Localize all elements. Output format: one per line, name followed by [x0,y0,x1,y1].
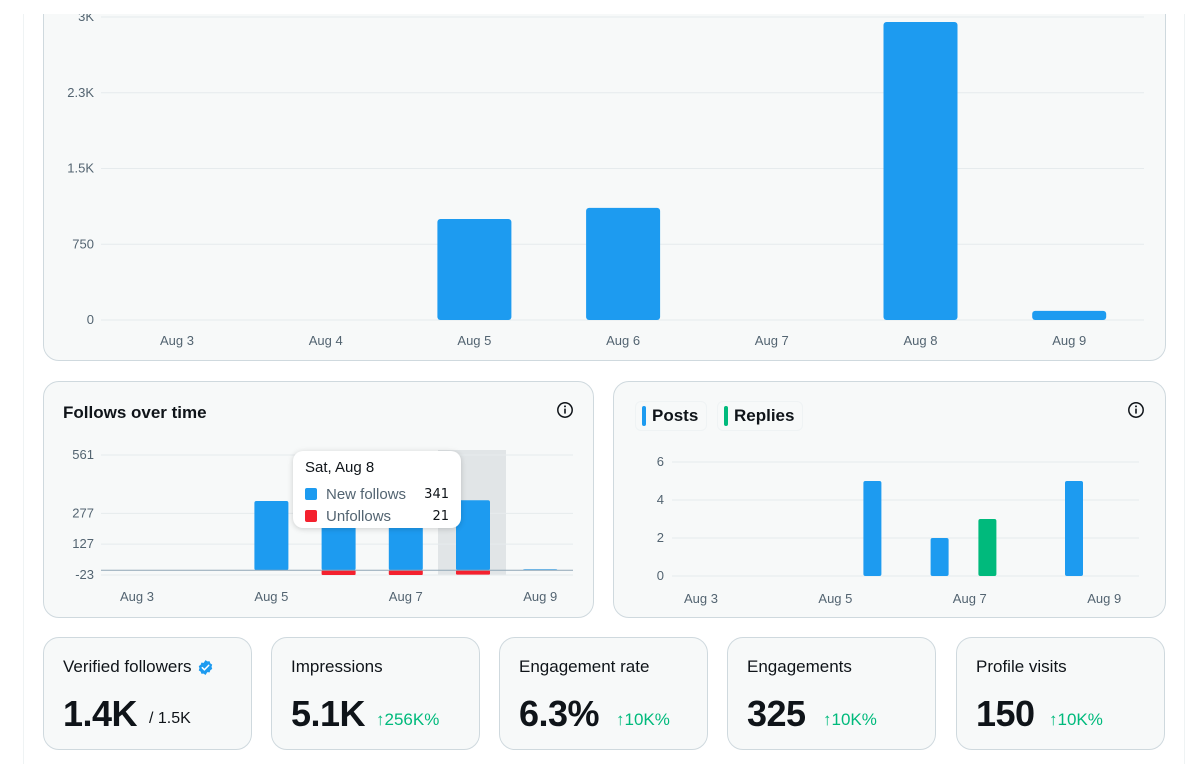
stat-change: ↑10K% [1049,710,1103,729]
y-tick-label: 1.5K [67,161,94,176]
bar-posts [930,538,949,576]
bar-unfollows [456,570,490,575]
tooltip-row-unfollows: Unfollows 21 [305,505,449,527]
y-tick-label: 750 [72,236,94,251]
y-tick-label: 6 [657,454,664,469]
stat-card-engagement-rate[interactable]: Engagement rate 6.3% ↑10K% [499,637,708,750]
stat-card-profile-visits[interactable]: Profile visits 150 ↑10K% [956,637,1165,750]
y-tick-label: -23 [75,567,94,582]
stat-card-engagements[interactable]: Engagements 325 ↑10K% [727,637,936,750]
stat-change: ↑10K% [616,710,670,729]
stat-change: ↑256K% [376,710,440,729]
legend-posts-label: Posts [652,406,699,425]
tooltip-label: Unfollows [326,507,392,525]
chart-tooltip: Sat, Aug 8 New follows 341 Unfollows 21 [293,451,461,528]
y-tick-label: 4 [657,492,664,507]
y-tick-label: 127 [72,536,94,551]
posts-replies-bar-chart: 6 4 2 0 Aug 3 Aug 5 Aug 7 Aug 9 [657,454,1139,606]
legend-posts-toggle[interactable]: Posts [635,401,708,431]
x-tick-label: Aug 5 [818,591,852,606]
tooltip-date: Sat, Aug 8 [305,459,375,476]
stat-label: Engagements [747,657,852,676]
info-icon[interactable] [556,401,574,419]
bar [437,219,512,320]
y-tick-label: 0 [87,312,94,327]
x-tick-label: Aug 6 [606,333,640,348]
posts-legend-swatch [642,406,646,426]
stat-total: / 1.5K [149,710,191,727]
bar-posts [1065,481,1083,576]
top-clip [0,0,1200,14]
x-tick-label: Aug 7 [755,333,789,348]
follows-card-title: Follows over time [63,403,207,422]
stat-label: Impressions [291,657,383,676]
x-tick-label: Aug 9 [523,589,557,604]
bar-unfollows [321,570,356,575]
tooltip-value: 21 [432,508,449,524]
bar [883,22,958,321]
x-tick-label: Aug 5 [254,589,288,604]
tooltip-value: 341 [424,486,449,502]
right-divider [1184,0,1185,764]
bar-new-follows [456,500,490,571]
stat-label: Profile visits [976,657,1067,676]
stat-label-text: Verified followers [63,657,192,676]
bar-posts [863,481,882,576]
x-tick-label: Aug 3 [160,333,194,348]
stat-value: 5.1K [291,693,366,734]
stat-label: Engagement rate [519,657,650,676]
stat-value: 150 [976,693,1035,734]
y-tick-label: 0 [657,568,664,583]
x-tick-label: Aug 3 [684,591,718,606]
stat-value: 1.4K [63,693,138,734]
bar [586,207,661,320]
x-tick-label: Aug 9 [1052,333,1086,348]
new-follows-swatch [305,488,317,500]
x-tick-label: Aug 5 [457,333,491,348]
x-tick-label: Aug 4 [309,333,343,348]
x-tick-label: Aug 8 [904,333,938,348]
tooltip-label: New follows [326,485,407,503]
stat-value: 325 [747,693,806,734]
replies-legend-swatch [724,406,728,426]
verified-badge-icon [197,659,214,676]
y-tick-label: 2.3K [67,85,94,100]
x-tick-label: Aug 7 [953,591,987,606]
unfollows-swatch [305,510,317,522]
stat-card-verified-followers[interactable]: Verified followers 1.4K / 1.5K [43,637,252,750]
x-tick-label: Aug 7 [389,589,423,604]
y-tick-label: 277 [72,505,94,520]
y-tick-label: 561 [72,447,94,462]
info-icon[interactable] [1127,401,1145,419]
bar [1032,310,1107,320]
x-tick-label: Aug 3 [120,589,154,604]
bar-replies [978,519,997,576]
bar-new-follows [254,501,289,571]
legend-replies-toggle[interactable]: Replies [717,401,804,431]
left-divider [23,0,24,764]
y-tick-label: 2 [657,530,664,545]
bar-unfollows [388,570,423,575]
tooltip-row-new-follows: New follows 341 [305,483,449,505]
legend-replies-label: Replies [734,406,795,425]
x-tick-label: Aug 9 [1087,591,1121,606]
stat-label: Verified followers [63,657,214,677]
follows-over-time-card: Follows over time 561 277 127 -23 Aug 3 Aug 5… [43,381,594,618]
stat-card-impressions[interactable]: Impressions 5.1K ↑256K% [271,637,480,750]
stat-value: 6.3% [519,693,600,734]
stat-change: ↑10K% [823,710,877,729]
posts-replies-card: Posts Replies 6 4 2 0 Aug 3 Aug 5 Aug 7 Aug 9 [613,381,1166,618]
